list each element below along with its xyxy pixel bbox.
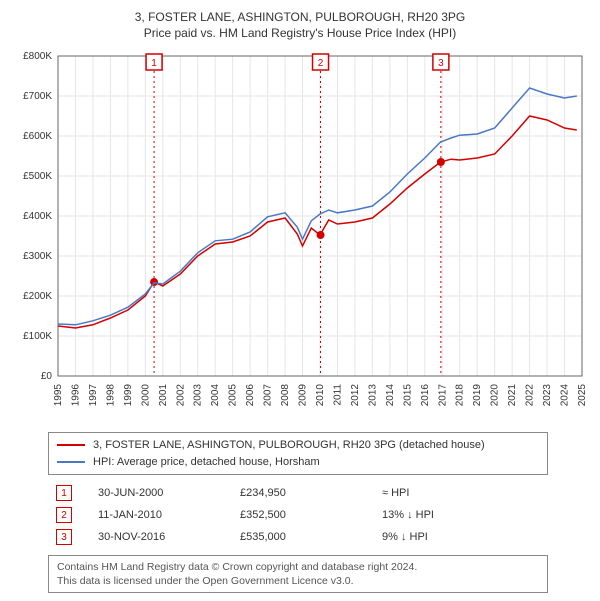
svg-text:2019: 2019 bbox=[472, 384, 483, 407]
svg-text:1999: 1999 bbox=[123, 384, 134, 407]
legend-row: HPI: Average price, detached house, Hors… bbox=[57, 454, 539, 471]
sale-delta: 9% ↓ HPI bbox=[376, 527, 546, 547]
svg-text:2007: 2007 bbox=[263, 384, 274, 407]
svg-text:2016: 2016 bbox=[420, 384, 431, 407]
svg-text:2001: 2001 bbox=[158, 384, 169, 407]
svg-text:2005: 2005 bbox=[228, 384, 239, 407]
table-row: 2 11-JAN-2010£352,50013% ↓ HPI bbox=[50, 505, 546, 525]
sale-marker-box: 1 bbox=[56, 485, 72, 501]
sale-marker-box: 2 bbox=[56, 507, 72, 523]
svg-text:2017: 2017 bbox=[437, 384, 448, 407]
svg-text:2020: 2020 bbox=[490, 384, 501, 407]
svg-text:2014: 2014 bbox=[385, 384, 396, 407]
svg-text:2013: 2013 bbox=[367, 384, 378, 407]
svg-text:1995: 1995 bbox=[53, 384, 64, 407]
svg-text:£0: £0 bbox=[41, 371, 53, 382]
svg-text:2010: 2010 bbox=[315, 384, 326, 407]
svg-text:2022: 2022 bbox=[525, 384, 536, 407]
svg-text:2000: 2000 bbox=[140, 384, 151, 407]
svg-text:1: 1 bbox=[151, 58, 157, 69]
svg-text:£100K: £100K bbox=[23, 331, 52, 342]
sale-marker-box: 3 bbox=[56, 529, 72, 545]
svg-text:1998: 1998 bbox=[105, 384, 116, 407]
chart-title: 3, FOSTER LANE, ASHINGTON, PULBOROUGH, R… bbox=[8, 10, 592, 24]
legend-swatch bbox=[57, 461, 85, 463]
legend-swatch bbox=[57, 444, 85, 446]
svg-text:2015: 2015 bbox=[402, 384, 413, 407]
svg-text:2025: 2025 bbox=[577, 384, 588, 407]
footer-line-2: This data is licensed under the Open Gov… bbox=[57, 574, 539, 588]
svg-text:£700K: £700K bbox=[23, 91, 52, 102]
table-row: 3 30-NOV-2016£535,0009% ↓ HPI bbox=[50, 527, 546, 547]
svg-text:2009: 2009 bbox=[298, 384, 309, 407]
legend-label: 3, FOSTER LANE, ASHINGTON, PULBOROUGH, R… bbox=[93, 437, 485, 454]
svg-text:2011: 2011 bbox=[332, 384, 343, 406]
svg-text:£800K: £800K bbox=[23, 51, 52, 62]
svg-text:2024: 2024 bbox=[560, 384, 571, 407]
svg-text:£500K: £500K bbox=[23, 171, 52, 182]
sale-date: 30-NOV-2016 bbox=[92, 527, 232, 547]
footer-line-1: Contains HM Land Registry data © Crown c… bbox=[57, 560, 539, 574]
footer-box: Contains HM Land Registry data © Crown c… bbox=[48, 555, 548, 593]
svg-text:£300K: £300K bbox=[23, 251, 52, 262]
svg-text:2003: 2003 bbox=[193, 384, 204, 407]
svg-text:2021: 2021 bbox=[507, 384, 518, 407]
legend-row: 3, FOSTER LANE, ASHINGTON, PULBOROUGH, R… bbox=[57, 437, 539, 454]
sale-price: £234,950 bbox=[234, 483, 374, 503]
legend-box: 3, FOSTER LANE, ASHINGTON, PULBOROUGH, R… bbox=[48, 432, 548, 475]
svg-text:1996: 1996 bbox=[70, 384, 81, 407]
svg-text:2004: 2004 bbox=[210, 384, 221, 407]
svg-text:3: 3 bbox=[438, 58, 444, 69]
svg-text:2018: 2018 bbox=[455, 384, 466, 407]
svg-text:2012: 2012 bbox=[350, 384, 361, 407]
sales-table: 1 30-JUN-2000£234,950≈ HPI 2 11-JAN-2010£35… bbox=[48, 481, 548, 549]
sale-date: 30-JUN-2000 bbox=[92, 483, 232, 503]
price-chart: £0 £100K £200K £300K £400K £500K £600K £700K £80… bbox=[8, 46, 592, 426]
svg-text:1997: 1997 bbox=[88, 384, 99, 407]
svg-text:£600K: £600K bbox=[23, 131, 52, 142]
sale-date: 11-JAN-2010 bbox=[92, 505, 232, 525]
sale-price: £352,500 bbox=[234, 505, 374, 525]
svg-text:2023: 2023 bbox=[542, 384, 553, 407]
svg-text:2002: 2002 bbox=[175, 384, 186, 407]
svg-text:2006: 2006 bbox=[245, 384, 256, 407]
svg-text:2008: 2008 bbox=[280, 384, 291, 407]
sale-delta: ≈ HPI bbox=[376, 483, 546, 503]
svg-text:£200K: £200K bbox=[23, 291, 52, 302]
svg-text:2: 2 bbox=[318, 58, 324, 69]
chart-subtitle: Price paid vs. HM Land Registry's House … bbox=[8, 26, 592, 40]
svg-text:£400K: £400K bbox=[23, 211, 52, 222]
table-row: 1 30-JUN-2000£234,950≈ HPI bbox=[50, 483, 546, 503]
legend-label: HPI: Average price, detached house, Hors… bbox=[93, 454, 320, 471]
sale-delta: 13% ↓ HPI bbox=[376, 505, 546, 525]
sale-price: £535,000 bbox=[234, 527, 374, 547]
